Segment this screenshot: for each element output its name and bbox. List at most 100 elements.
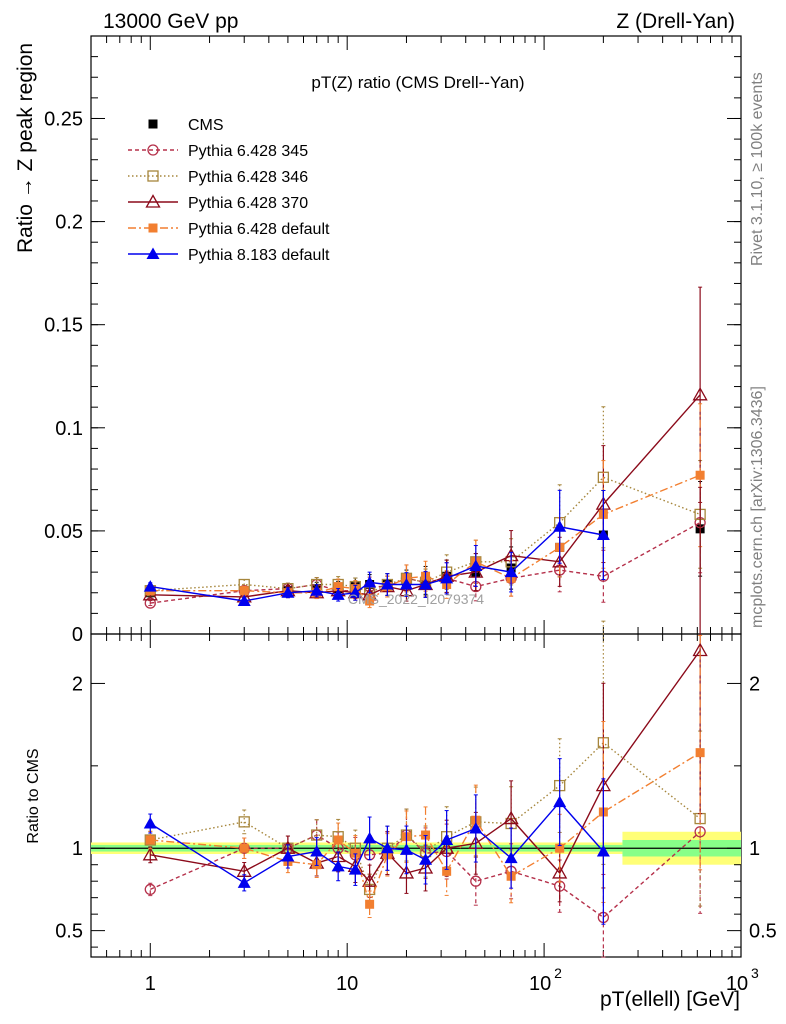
p345-line: [150, 831, 701, 919]
p6def-line: [150, 752, 701, 907]
p345-line: [150, 521, 701, 604]
p8def-point: [363, 831, 377, 844]
p370-point: [142, 847, 158, 861]
p8def-point: [419, 853, 433, 865]
p6def-point: [365, 596, 375, 606]
p8def-point: [504, 851, 518, 864]
legend-label-p6def: Pythia 6.428 default: [188, 221, 330, 238]
legend-marker-p346: [147, 170, 159, 182]
y-tick-label: 2: [72, 673, 83, 695]
y-tick-label-right: 1: [749, 838, 760, 860]
p8def-point: [596, 528, 610, 541]
legend-marker-p345: [147, 144, 159, 156]
header-right: Z (Drell-Yan): [616, 10, 735, 33]
p6def-point: [350, 848, 360, 858]
y-tick-label: 0.2: [55, 212, 83, 234]
y-tick-label: 0.5: [55, 921, 83, 943]
p8def-point: [348, 863, 362, 875]
mcplots-label: mcplots.cern.ch [arXiv:1306.3436]: [749, 386, 766, 628]
p370-point: [398, 865, 415, 879]
y-tick-label: 1: [72, 838, 83, 860]
legend-marker-p8def: [146, 247, 160, 259]
p6def-point: [555, 843, 565, 853]
legend-marker-cms: [148, 119, 158, 129]
p346-line: [150, 476, 701, 594]
p6def-point: [695, 470, 705, 480]
ratio-frame: [90, 633, 742, 958]
p8def-point: [281, 586, 295, 598]
p8def-point: [419, 578, 433, 590]
p8def-point: [380, 578, 394, 590]
y-tick-label: 0.25: [44, 108, 83, 130]
p370-point: [503, 810, 519, 825]
p8def-point: [399, 843, 413, 855]
p8def-point: [363, 575, 377, 588]
y-tick-label: 0.15: [44, 315, 83, 337]
p6def-point: [365, 899, 375, 909]
p345-point: [144, 883, 156, 896]
legend-label-p8def: Pythia 8.183 default: [188, 247, 330, 264]
p8def-point: [331, 859, 345, 872]
legend-marker-p6def: [148, 223, 158, 233]
series-p370: [142, 286, 708, 604]
p8def-point: [237, 876, 251, 888]
legend-label-p345: Pythia 6.428 345: [188, 143, 308, 160]
p8def-point: [596, 845, 610, 857]
y-tick-label: 0: [72, 624, 83, 646]
legend: CMS Pythia 6.428 345 Pythia 6.428 346 Pythi…: [128, 117, 330, 264]
y-tick-label-right: 2: [749, 673, 760, 695]
p8def-point: [310, 845, 324, 857]
header-left: 13000 GeV pp: [103, 10, 238, 33]
p8def-point: [143, 817, 157, 829]
p8def-point: [281, 849, 295, 862]
p6def-point: [145, 835, 155, 845]
ratio-panel: 0.5 0.51 12 21 10 10 2 10 3: [55, 486, 777, 995]
x-tick-label: 1: [145, 973, 156, 995]
p370-point: [692, 386, 708, 401]
p8def-point: [348, 586, 362, 598]
p8def-point: [440, 571, 454, 584]
p8def-point: [143, 580, 157, 592]
main-panel: 0 0.05 0.1 0.15 0.2 0.25: [44, 35, 742, 646]
legend-label-cms: CMS: [188, 117, 224, 134]
watermark: CMS_2022_I2079374: [348, 591, 484, 607]
series-p8def: [143, 489, 610, 607]
p346-line: [150, 741, 701, 892]
p370-line: [150, 650, 701, 883]
y-tick-label: 0.05: [44, 521, 83, 543]
p8def-point: [380, 841, 394, 854]
p370-point: [552, 865, 568, 879]
legend-label-p370: Pythia 6.428 370: [188, 195, 308, 212]
p346-point: [238, 816, 250, 828]
rivet-label: Rivet 3.1.10, ≥ 100k events: [749, 72, 766, 266]
legend-marker-p370: [145, 194, 161, 208]
p345-point: [470, 875, 482, 887]
y-tick-label: 0.1: [55, 418, 83, 440]
x-tick-exponent: 2: [554, 965, 562, 981]
x-tick-label: 10: [726, 973, 748, 995]
p6def-point: [333, 835, 343, 845]
x-tick-label: 10: [336, 973, 358, 995]
p8def-point: [237, 594, 251, 607]
ratio-y-axis-label: Ratio to CMS: [25, 748, 42, 843]
series-p8def: [143, 758, 610, 925]
p8def-point: [553, 520, 567, 532]
p370-point: [362, 873, 378, 887]
p345-point: [694, 826, 706, 838]
legend-label-p346: Pythia 6.428 346: [188, 169, 308, 186]
p6def-point: [239, 586, 249, 596]
p8def-point: [399, 578, 413, 590]
p6def-point: [333, 582, 343, 592]
p8def-point: [469, 821, 483, 834]
p8def-point: [469, 559, 483, 571]
x-axis-label: pT(ellell) [GeV]: [600, 988, 740, 1011]
x-tick-label: 10: [529, 973, 551, 995]
p8def-point: [310, 584, 324, 596]
p8def-point: [440, 833, 454, 845]
p6def-point: [239, 843, 249, 853]
p6def-point: [421, 830, 431, 840]
x-tick-exponent: 3: [751, 965, 759, 981]
p6def-point: [442, 866, 452, 876]
main-y-axis-label: Ratio → Z peak region: [14, 43, 37, 253]
